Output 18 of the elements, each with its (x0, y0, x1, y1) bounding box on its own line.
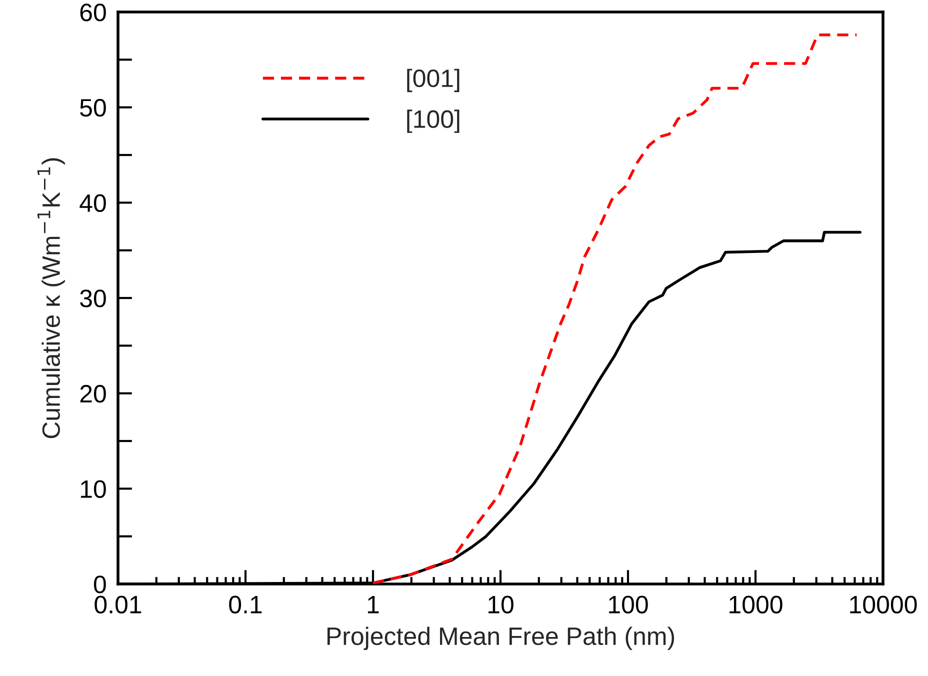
x-tick-label: 1 (368, 596, 379, 614)
x-tick-label: 0.01 (94, 596, 142, 614)
y-tick-label: 40 (80, 194, 106, 212)
legend-label: [001] (407, 68, 460, 92)
legend-label: [100] (407, 110, 460, 133)
y-axis-title: Cumulative κ (Wm$^{−1}$K$^{−1}$) (37, 158, 65, 438)
y-tick-label: 0 (94, 576, 106, 594)
x-tick-label: 1000 (730, 596, 782, 614)
y-tick-label: 60 (80, 4, 106, 22)
x-tick-label: 10000 (850, 596, 917, 614)
y-tick-label: 50 (80, 98, 106, 117)
x-axis-title: Projected Mean Free Path (nm) (327, 626, 674, 650)
y-tick-label: 20 (80, 384, 106, 403)
y-tick-label: 10 (80, 480, 106, 498)
x-tick-label: 10 (488, 596, 514, 614)
x-tick-label: 0.1 (229, 596, 262, 614)
y-tick-label: 30 (80, 290, 106, 308)
x-tick-label: 100 (609, 596, 648, 614)
